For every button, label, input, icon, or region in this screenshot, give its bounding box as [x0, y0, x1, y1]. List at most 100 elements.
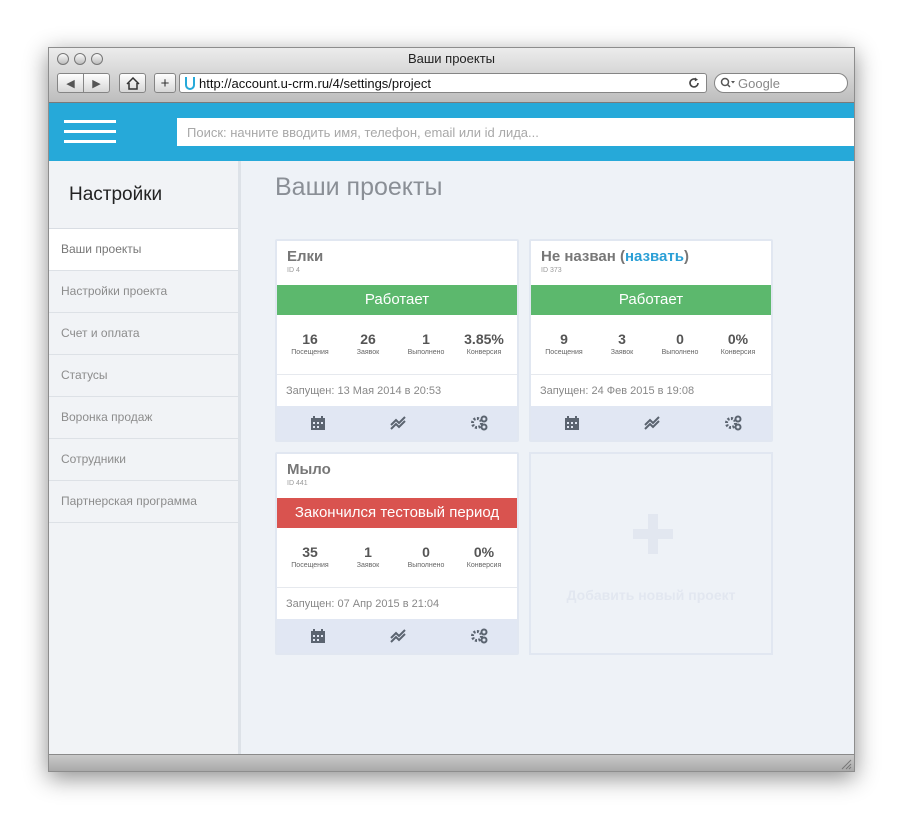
- calendar-icon[interactable]: [562, 413, 582, 433]
- stat-conversion: 0% Конверсия: [455, 544, 513, 569]
- back-button[interactable]: ◀: [57, 73, 84, 93]
- plus-icon: [633, 514, 673, 554]
- stat-value: 0: [422, 544, 430, 560]
- project-card: Не назван (назвать) ID 373 Работает 9 По…: [529, 239, 773, 442]
- stat-conversion: 0% Конверсия: [709, 331, 767, 356]
- stat-completed: 0 Выполнено: [651, 331, 709, 356]
- sidebar-item-partner-program[interactable]: Партнерская программа: [49, 481, 238, 523]
- stat-value: 35: [302, 544, 318, 560]
- menu-icon[interactable]: [64, 118, 116, 146]
- project-name-suffix: ): [683, 248, 689, 265]
- project-id: ID 373: [541, 267, 562, 274]
- launch-date: Запущен: 13 Мая 2014 в 20:53: [277, 374, 517, 406]
- stat-value: 0%: [727, 331, 749, 347]
- minimize-window-button[interactable]: [74, 53, 86, 65]
- gears-icon[interactable]: [469, 626, 489, 646]
- project-card: Мыло ID 441 Закончился тестовый период 3…: [275, 452, 519, 655]
- stat-value: 0%: [473, 544, 495, 560]
- search-icon: [720, 77, 735, 88]
- stat-visits: 9 Посещения: [535, 331, 593, 356]
- sidebar-item-statuses[interactable]: Статусы: [49, 355, 238, 397]
- sidebar-title: Настройки: [49, 161, 238, 229]
- stat-label: Заявок: [610, 349, 634, 356]
- chart-icon[interactable]: [642, 413, 662, 433]
- sidebar-item-project-settings[interactable]: Настройки проекта: [49, 271, 238, 313]
- stat-label: Конверсия: [466, 562, 502, 569]
- add-project-button[interactable]: Добавить новый проект: [529, 452, 773, 655]
- project-stats: 9 Посещения 3 Заявок 0 Выполнено 0% Конв…: [531, 331, 771, 367]
- stat-label: Выполнено: [407, 562, 445, 569]
- stat-label: Выполнено: [407, 349, 445, 356]
- project-name-text: Не назван (: [541, 248, 625, 265]
- stat-value: 1: [422, 331, 430, 347]
- launch-date: Запущен: 24 Фев 2015 в 19:08: [531, 374, 771, 406]
- lead-search-input[interactable]: [177, 118, 854, 146]
- stat-requests: 1 Заявок: [339, 544, 397, 569]
- browser-window: Ваши проекты ◀ ▶ + http://account.u-crm.…: [48, 47, 855, 772]
- site-favicon-icon: [185, 77, 195, 90]
- sidebar-item-projects[interactable]: Ваши проекты: [49, 229, 238, 271]
- project-stats: 16 Посещения 26 Заявок 1 Выполнено 3.85%…: [277, 331, 517, 367]
- sidebar-item-sales-funnel[interactable]: Воронка продаж: [49, 397, 238, 439]
- stat-label: Посещения: [291, 562, 329, 569]
- sidebar-item-billing[interactable]: Счет и оплата: [49, 313, 238, 355]
- project-card: Елки ID 4 Работает 16 Посещения 26 Заяво…: [275, 239, 519, 442]
- stat-value: 3: [618, 331, 626, 347]
- project-stats: 35 Посещения 1 Заявок 0 Выполнено 0% Кон…: [277, 544, 517, 580]
- chart-icon[interactable]: [388, 413, 408, 433]
- sidebar-item-employees[interactable]: Сотрудники: [49, 439, 238, 481]
- home-icon: [125, 76, 140, 90]
- browser-titlebar: Ваши проекты ◀ ▶ + http://account.u-crm.…: [49, 48, 854, 103]
- forward-button[interactable]: ▶: [83, 73, 110, 93]
- main-content: Ваши проекты Елки ID 4 Работает 16 Посещ…: [241, 161, 854, 756]
- stat-conversion: 3.85% Конверсия: [455, 331, 513, 356]
- project-name: Елки: [287, 248, 324, 265]
- status-badge: Работает: [277, 285, 517, 315]
- home-button[interactable]: [119, 73, 146, 93]
- project-name: Не назван (назвать): [541, 248, 689, 265]
- stat-requests: 26 Заявок: [339, 331, 397, 356]
- stat-value: 16: [302, 331, 318, 347]
- stat-visits: 16 Посещения: [281, 331, 339, 356]
- resize-grip-icon[interactable]: [840, 758, 852, 770]
- chart-icon[interactable]: [388, 626, 408, 646]
- status-badge: Закончился тестовый период: [277, 498, 517, 528]
- url-text: http://account.u-crm.ru/4/settings/proje…: [199, 75, 431, 91]
- stat-label: Конверсия: [720, 349, 756, 356]
- rename-project-link[interactable]: назвать: [624, 248, 684, 265]
- app-header: [49, 103, 854, 161]
- address-bar[interactable]: http://account.u-crm.ru/4/settings/proje…: [179, 73, 707, 93]
- project-id: ID 441: [287, 480, 308, 487]
- back-arrow-icon: ◀: [66, 77, 75, 90]
- settings-sidebar: Настройки Ваши проекты Настройки проекта…: [49, 161, 241, 756]
- plus-icon: +: [160, 74, 170, 92]
- gears-icon[interactable]: [469, 413, 489, 433]
- launch-date: Запущен: 07 Апр 2015 в 21:04: [277, 587, 517, 619]
- stat-label: Конверсия: [466, 349, 502, 356]
- project-actions: [531, 406, 771, 440]
- stat-value: 3.85%: [464, 331, 504, 347]
- stat-completed: 0 Выполнено: [397, 544, 455, 569]
- browser-statusbar: [49, 754, 854, 771]
- project-name: Мыло: [287, 461, 331, 478]
- forward-arrow-icon: ▶: [92, 77, 101, 90]
- stat-value: 26: [360, 331, 376, 347]
- zoom-window-button[interactable]: [91, 53, 103, 65]
- project-id: ID 4: [287, 267, 300, 274]
- close-window-button[interactable]: [57, 53, 69, 65]
- browser-search-placeholder: Google: [738, 75, 780, 91]
- status-badge: Работает: [531, 285, 771, 315]
- calendar-icon[interactable]: [308, 626, 328, 646]
- add-project-label: Добавить новый проект: [566, 587, 736, 603]
- project-actions: [277, 619, 517, 653]
- calendar-icon[interactable]: [308, 413, 328, 433]
- stat-completed: 1 Выполнено: [397, 331, 455, 356]
- stat-label: Заявок: [356, 562, 380, 569]
- browser-search-field[interactable]: Google: [714, 73, 848, 93]
- gears-icon[interactable]: [723, 413, 743, 433]
- add-bookmark-button[interactable]: +: [154, 73, 176, 93]
- stat-label: Выполнено: [661, 349, 699, 356]
- reload-icon[interactable]: [688, 77, 700, 89]
- stat-label: Посещения: [291, 349, 329, 356]
- stat-value: 1: [364, 544, 372, 560]
